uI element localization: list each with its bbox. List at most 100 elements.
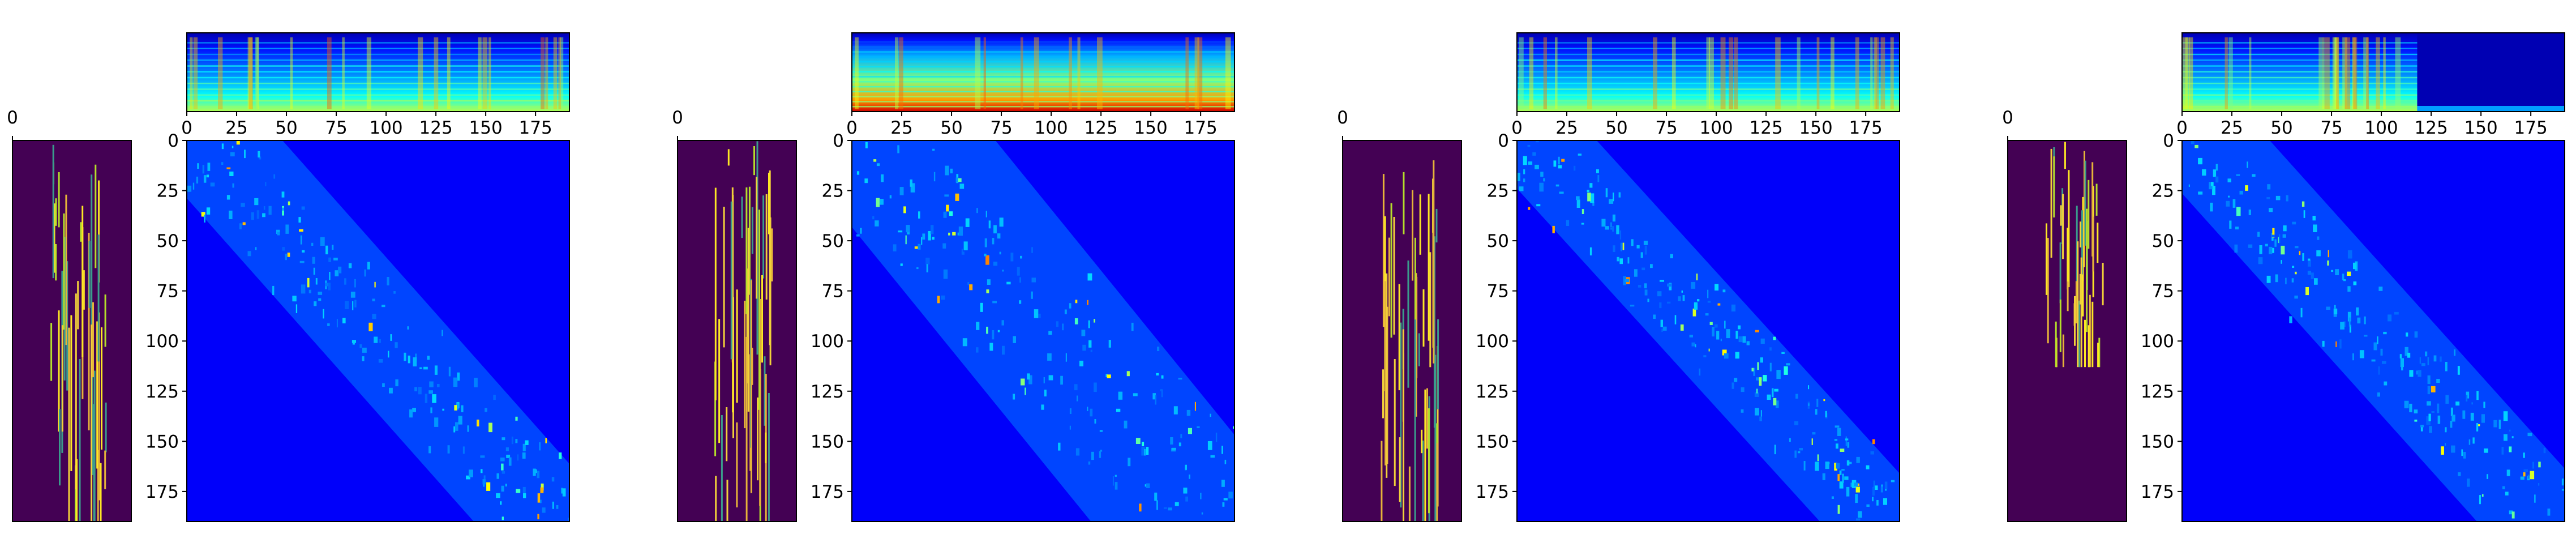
attention-cell — [1617, 257, 1619, 262]
attention-cell — [329, 272, 331, 280]
transcription-note — [771, 228, 773, 281]
attention-cell — [428, 446, 431, 454]
spectrogram-onset — [2185, 37, 2190, 109]
attention-cell — [1789, 438, 1791, 442]
attention-y-tick-label: 0 — [2163, 131, 2174, 151]
attention-cell — [2441, 446, 2444, 455]
transcription-note — [2089, 294, 2091, 368]
attention-cell — [2557, 522, 2561, 530]
attention-cell — [2155, 154, 2158, 159]
transcription-note — [98, 312, 100, 501]
attention-cell — [1825, 411, 1827, 417]
attention-cell — [2286, 195, 2288, 202]
spectrogram-harmonic — [187, 100, 569, 102]
spectrogram-harmonic — [1517, 94, 1900, 96]
attention-cell — [1816, 399, 1819, 407]
attention-cell — [980, 302, 983, 312]
attention-y-tick-label: 150 — [2141, 432, 2174, 452]
attention-cell — [318, 298, 322, 301]
transcription-note — [1393, 217, 1395, 335]
attention-cell — [1803, 461, 1806, 471]
attention-cell — [2378, 366, 2380, 375]
attention-content — [2155, 140, 2565, 530]
transcription-note — [1436, 443, 1438, 522]
attention-cell — [221, 143, 224, 150]
attention-cell — [893, 244, 897, 251]
attention-cell — [2272, 228, 2275, 238]
attention-y-tick-label: 125 — [145, 382, 179, 402]
attention-cell — [551, 477, 555, 482]
attention-y-tick-label: 75 — [2152, 281, 2174, 302]
attention-cell — [1760, 338, 1765, 344]
attention-cell — [1912, 511, 1913, 517]
transcription-note — [82, 206, 84, 357]
attention-cell — [2194, 144, 2198, 148]
spectrogram-harmonic — [1517, 48, 1900, 49]
attention-cell — [1077, 395, 1078, 402]
attention-cell — [2347, 311, 2351, 322]
spectrogram-frame — [186, 32, 570, 112]
spectrogram-onset — [218, 37, 223, 109]
attention-cell — [2527, 433, 2532, 437]
attention-cell — [206, 174, 209, 178]
transcription-note — [2059, 242, 2061, 304]
transcription-note — [104, 450, 106, 489]
attention-cell — [1161, 375, 1164, 379]
attention-cell — [1535, 164, 1539, 169]
transcription-note — [1386, 273, 1388, 478]
attention-cell — [1631, 239, 1634, 246]
spectrogram-onset — [327, 37, 332, 109]
attention-cell — [2226, 200, 2230, 207]
attention-cell — [1715, 284, 1719, 291]
attention-cell — [413, 357, 417, 366]
attention-cell — [1060, 375, 1063, 385]
transcription-note — [96, 321, 98, 469]
attention-cell — [1552, 225, 1555, 233]
attention-cell — [2373, 342, 2377, 351]
attention-cell — [2428, 413, 2431, 421]
attention-cell — [2454, 349, 2456, 356]
attention-cell — [1194, 402, 1196, 411]
attention-cell — [221, 162, 224, 165]
attention-y-tick-label: 50 — [1487, 231, 1509, 251]
attention-cell — [364, 269, 366, 277]
attention-cell — [1716, 331, 1720, 340]
attention-y-tick-label: 25 — [2152, 181, 2174, 202]
spectrogram-x-tick-label: 125 — [419, 118, 453, 138]
spectrogram-onset — [2189, 37, 2193, 109]
attention-cell — [1105, 374, 1108, 377]
spectrogram-harmonic — [1517, 71, 1900, 72]
spectrogram-onset — [1729, 37, 1734, 109]
transcription-note — [1394, 359, 1396, 486]
attention-cell — [526, 527, 528, 535]
attention-cell — [1088, 320, 1090, 328]
attention-cell — [2414, 419, 2418, 422]
spectrogram-onset — [256, 37, 259, 109]
attention-cell — [962, 338, 967, 347]
attention-cell — [1866, 465, 1870, 469]
attention-cell — [1115, 475, 1117, 477]
attention-cell — [2407, 352, 2411, 358]
attention-cell — [2305, 287, 2309, 296]
attention-cell — [311, 242, 314, 246]
spectrogram-x-tick-label: 150 — [1134, 118, 1168, 138]
transcription-note — [104, 294, 106, 347]
attention-cell — [1720, 339, 1722, 341]
attention-cell — [941, 295, 945, 300]
transcription-note — [723, 207, 725, 348]
attention-cell — [529, 524, 532, 531]
attention-cell — [496, 493, 500, 498]
attention-cell — [933, 172, 936, 182]
attention-cell — [1769, 362, 1772, 372]
attention-cell — [897, 145, 899, 153]
attention-cell — [1638, 285, 1641, 288]
attention-cell — [932, 237, 935, 240]
attention-cell — [2493, 420, 2497, 428]
attention-cell — [1587, 193, 1591, 202]
attention-cell — [301, 206, 305, 210]
attention-cell — [1844, 476, 1849, 480]
attention-cell — [1795, 394, 1798, 399]
spectrogram-x-tick-label: 0 — [2176, 118, 2188, 138]
attention-cell — [2322, 340, 2325, 347]
attention-y-tick-label: 0 — [168, 131, 179, 151]
